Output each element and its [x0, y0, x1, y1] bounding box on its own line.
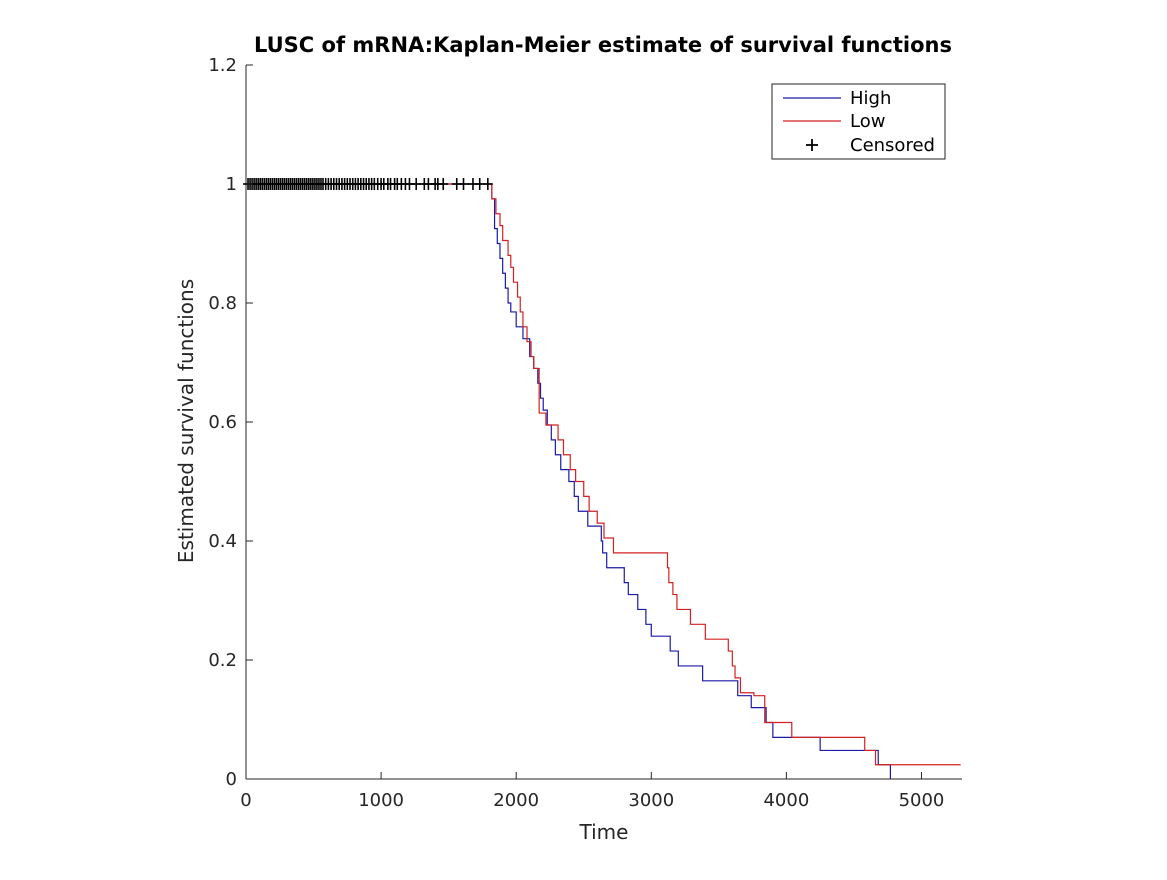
series-line-low [246, 183, 961, 766]
legend-marker-censored [806, 139, 818, 151]
censored-marker [482, 178, 493, 190]
y-tick-label: 1 [226, 174, 237, 195]
x-axis-label: Time [579, 820, 629, 844]
x-tick-label: 1000 [358, 790, 404, 811]
censored-marker [458, 178, 469, 190]
x-tick-label: 5000 [899, 790, 945, 811]
y-tick-label: 0.4 [208, 531, 237, 552]
y-tick-label: 0 [226, 769, 237, 790]
legend-label-high: High [850, 88, 891, 109]
x-tick-label: 4000 [763, 790, 809, 811]
censored-marker [438, 178, 449, 190]
y-tick-label: 0.2 [208, 650, 237, 671]
x-tick-label: 0 [240, 790, 251, 811]
legend-label-censored: Censored [850, 135, 935, 156]
chart-title: LUSC of mRNA:Kaplan-Meier estimate of su… [254, 33, 952, 57]
axes: 0 1000 2000 3000 4000 5000 0 0.2 0.4 0.6 0.8 1 1.2 [208, 55, 962, 811]
series-line-high [246, 183, 891, 779]
y-tick-label: 0.6 [208, 412, 237, 433]
y-tick-label: 0.8 [208, 293, 237, 314]
plot-area [243, 178, 961, 779]
legend-label-low: Low [850, 111, 885, 132]
x-tick-label: 3000 [628, 790, 674, 811]
x-tick-label: 2000 [493, 790, 539, 811]
legend: High Low Censored [771, 83, 946, 160]
y-axis-label: Estimated survival functions [174, 279, 198, 563]
y-tick-label: 1.2 [208, 55, 237, 76]
